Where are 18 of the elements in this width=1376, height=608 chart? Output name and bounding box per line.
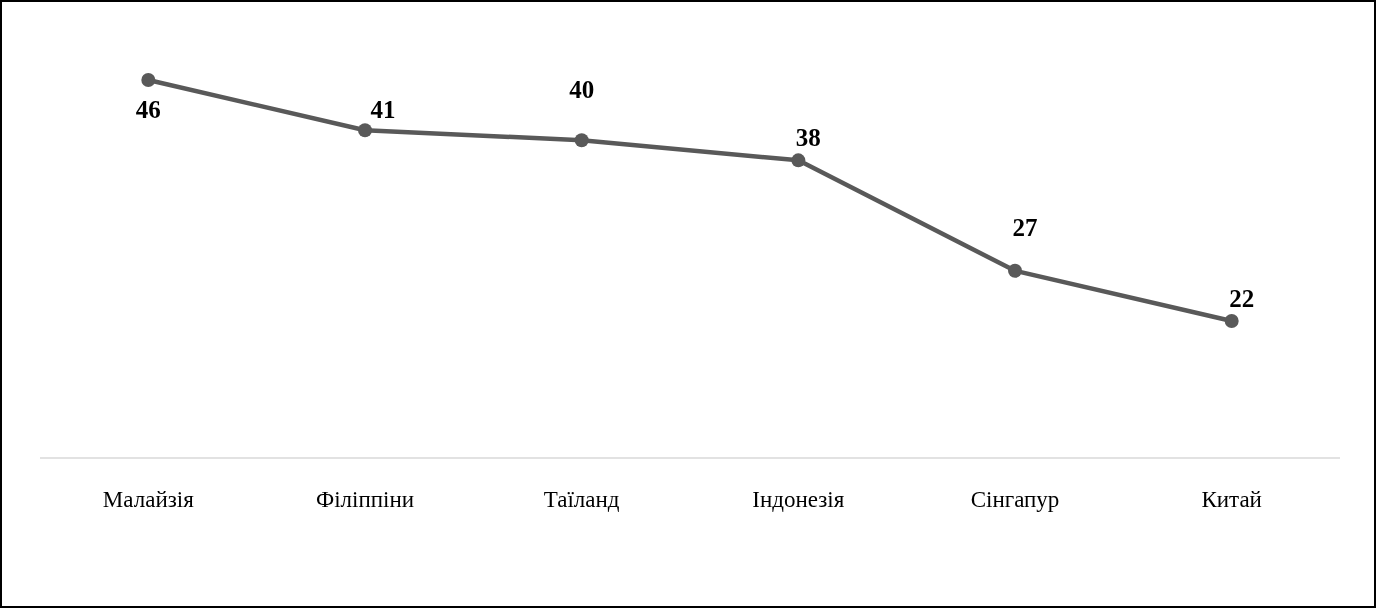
point bbox=[358, 123, 372, 138]
data-label: 22 bbox=[1229, 285, 1255, 312]
x-tick-label: Індонезія bbox=[752, 487, 845, 512]
x-tick-label: Китай bbox=[1201, 487, 1262, 512]
point bbox=[141, 73, 156, 87]
data-label: 46 bbox=[135, 96, 161, 123]
x-tick-label: Сінгапур bbox=[970, 487, 1060, 512]
x-tick-label: Малайзія bbox=[102, 487, 195, 512]
data-label: 40 bbox=[569, 76, 595, 104]
data-label: 38 bbox=[795, 124, 821, 152]
data-label: 41 bbox=[370, 96, 396, 124]
point bbox=[1224, 314, 1239, 328]
point bbox=[1008, 263, 1022, 278]
x-tick-label: Філіппіни bbox=[315, 487, 415, 512]
data-label: 27 bbox=[1012, 213, 1038, 241]
x-tick-label: Таїланд bbox=[543, 487, 620, 512]
point bbox=[574, 133, 589, 148]
point bbox=[791, 153, 806, 168]
